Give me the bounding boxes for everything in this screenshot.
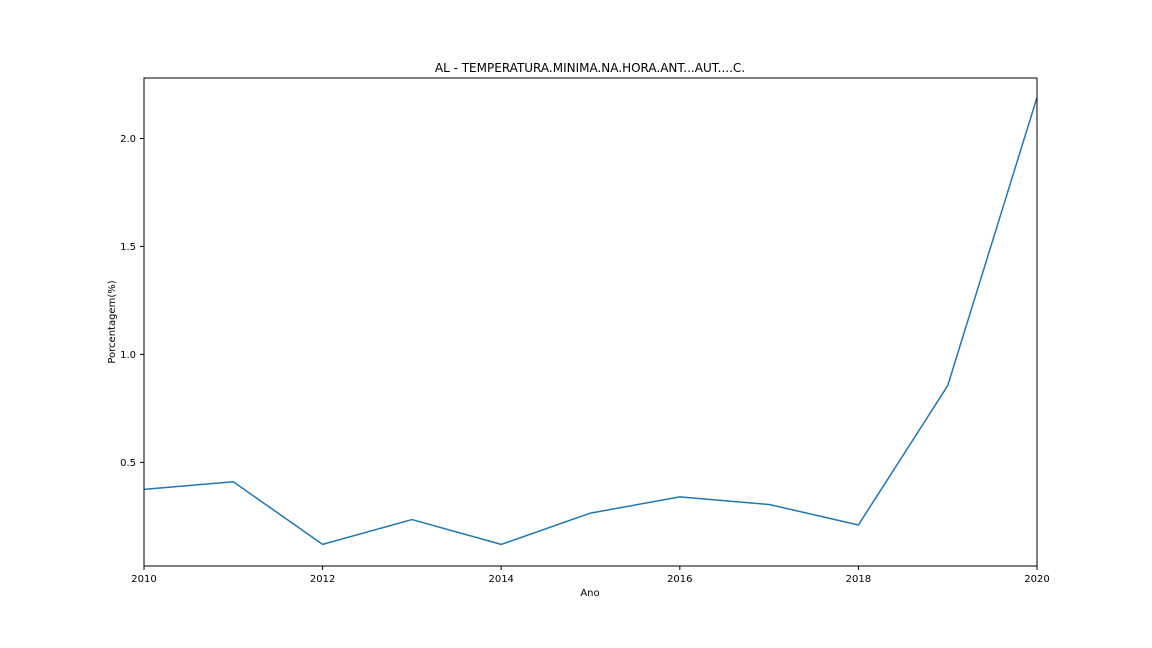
x-tick-label: 2014 [488, 574, 513, 585]
x-axis: 2010 2012 2014 2016 2018 2020 [131, 566, 1050, 585]
chart-title: AL - TEMPERATURA.MINIMA.NA.HORA.ANT...AU… [435, 61, 745, 75]
x-tick-label: 2020 [1024, 574, 1049, 585]
y-axis-label: Porcentagem(%) [107, 280, 118, 363]
y-tick-label: 1.5 [120, 242, 136, 253]
series-layer [143, 97, 1038, 546]
y-tick-label: 1.0 [120, 350, 136, 361]
x-axis-label: Ano [580, 588, 599, 599]
series-line-0 [143, 97, 1038, 546]
x-tick-label: 2010 [131, 574, 156, 585]
plot-frame [143, 77, 1038, 567]
x-tick-label: 2012 [310, 574, 335, 585]
y-tick-label: 2.0 [120, 134, 136, 145]
x-tick-label: 2018 [846, 574, 871, 585]
x-tick-label: 2016 [667, 574, 692, 585]
y-axis: 0.5 1.0 1.5 2.0 [120, 134, 144, 469]
y-tick-label: 0.5 [120, 458, 136, 469]
